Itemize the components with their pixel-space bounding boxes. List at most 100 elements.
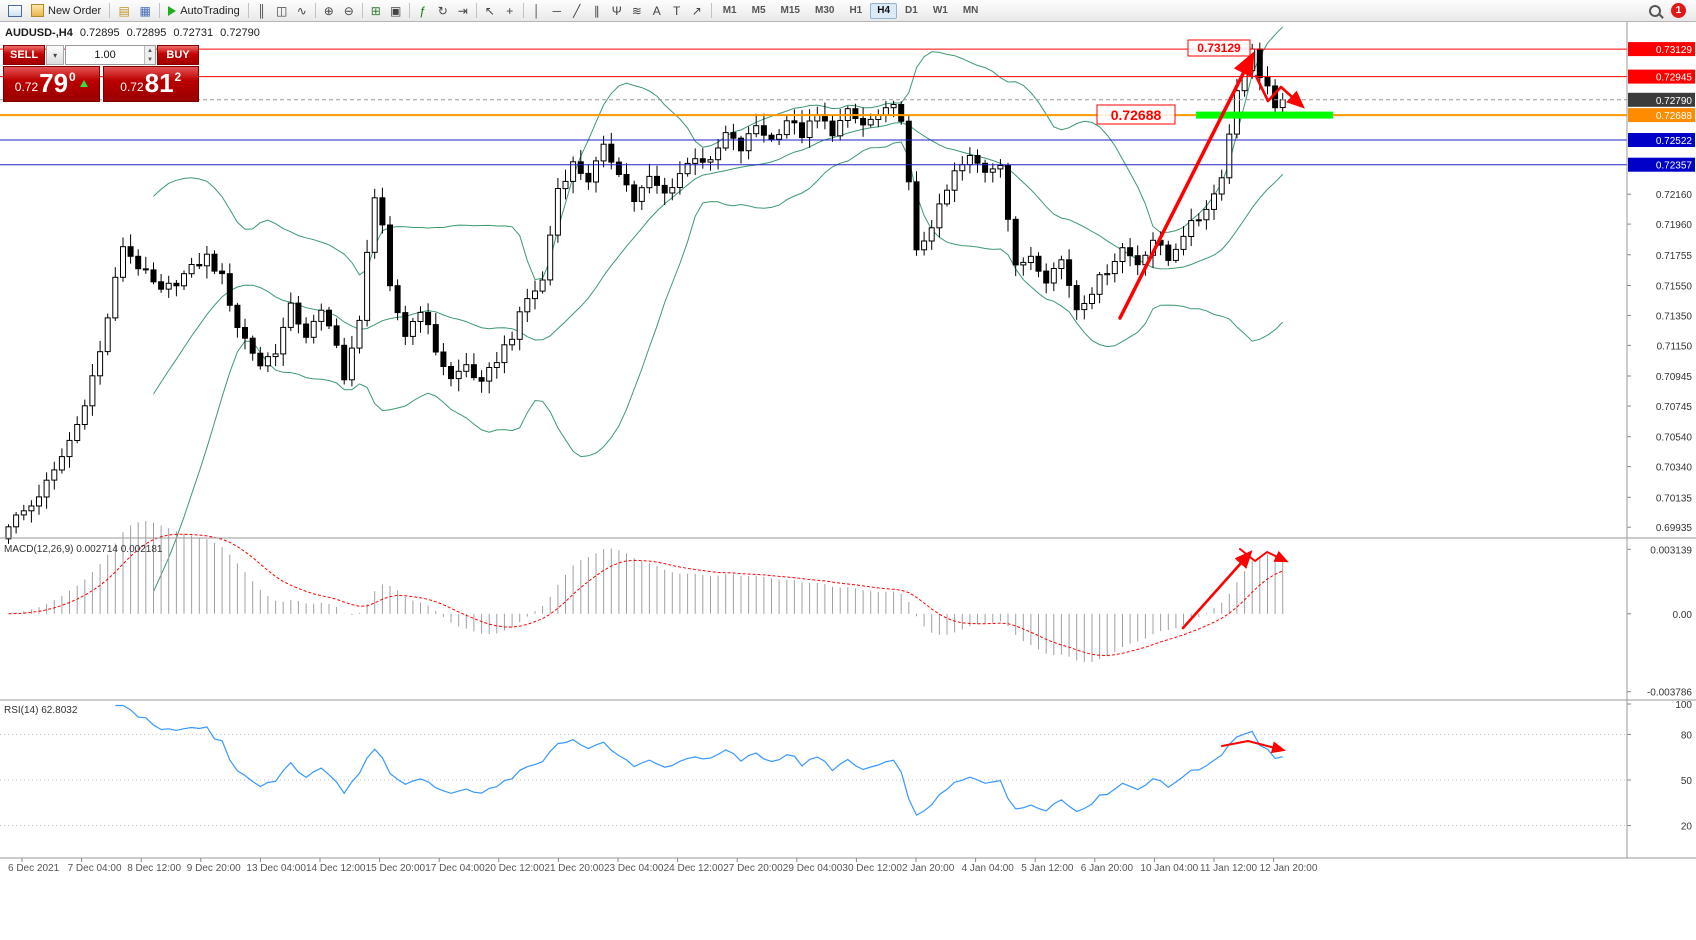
candle-body: [1172, 248, 1179, 261]
andrews-pitchfork-icon[interactable]: Ψ: [607, 2, 627, 20]
candle-body: [676, 173, 683, 189]
tile-windows-icon[interactable]: ⊞: [366, 2, 386, 20]
candlestick-chart-icon[interactable]: ◫: [272, 2, 292, 20]
volume-input[interactable]: [66, 46, 145, 64]
fibonacci-icon[interactable]: ≋: [627, 2, 647, 20]
time-axis-label: 7 Dec 04:00: [68, 863, 122, 874]
trendline-icon[interactable]: ╱: [567, 2, 587, 20]
timeframe-m30[interactable]: M30: [808, 3, 841, 19]
chart-shift-icon[interactable]: ⇥: [453, 2, 473, 20]
candle-body: [738, 137, 744, 152]
candle-body: [638, 187, 645, 202]
annotation-arrow-macd[interactable]: [1239, 548, 1289, 563]
bollinger-lower-band: [153, 141, 1284, 592]
candle-body: [211, 253, 218, 272]
candle-body: [1073, 285, 1080, 311]
period-refresh-icon[interactable]: ↻: [433, 2, 453, 20]
cursor-icon[interactable]: ↖: [480, 2, 500, 20]
toolbar-tool-icons: ║ ◫ ∿ ⊕ ⊖ ⊞ ▣ ƒ ↻ ⇥ ↖ + │ ─ ╱ ∥ Ψ ≋ A T ↗: [245, 2, 707, 20]
candle-body: [1089, 293, 1095, 304]
auto-arrange-icon[interactable]: ▣: [386, 2, 406, 20]
volume-down-icon[interactable]: ▼: [145, 55, 155, 64]
candle-body: [81, 405, 88, 425]
timeframe-m15[interactable]: M15: [774, 3, 807, 19]
candle-body: [1058, 259, 1065, 269]
candle-body: [516, 311, 523, 340]
support-zone-highlight[interactable]: [1196, 111, 1333, 119]
indicators-icon[interactable]: ƒ: [413, 2, 433, 20]
timeframe-m5[interactable]: M5: [745, 3, 773, 19]
arrows-icon[interactable]: ↗: [687, 2, 707, 20]
line-chart-icon[interactable]: ∿: [292, 2, 312, 20]
text-icon[interactable]: A: [647, 2, 667, 20]
timeframe-h4[interactable]: H4: [870, 2, 898, 19]
axis-price-label: [1628, 157, 1695, 172]
axis-price-label-text: 0.72790: [1656, 96, 1693, 107]
annotation-arrow-rsi[interactable]: [1221, 740, 1286, 754]
candle-body: [974, 155, 981, 164]
candle-body: [150, 269, 157, 283]
macd-label: MACD(12,26,9) 0.002714 0.002181: [4, 544, 163, 555]
candle-body: [219, 270, 226, 275]
price-callout-box[interactable]: [1096, 104, 1176, 125]
time-axis-label: 29 Dec 04:00: [783, 863, 843, 874]
label-icon[interactable]: T: [667, 2, 687, 20]
candle-body: [585, 172, 592, 183]
price-callout-text: 0.73129: [1197, 41, 1241, 55]
time-axis-label: 20 Dec 12:00: [485, 863, 545, 874]
horizontal-line-icon[interactable]: ─: [547, 2, 567, 20]
candle-body: [1119, 247, 1126, 262]
candle-body: [1096, 274, 1103, 295]
volume-up-icon[interactable]: ▲: [145, 46, 155, 55]
timeframe-d1[interactable]: D1: [898, 3, 925, 19]
annotation-arrow-macd[interactable]: [1181, 550, 1253, 630]
candle-body: [158, 281, 165, 290]
equidistant-channel-icon[interactable]: ∥: [587, 2, 607, 20]
annotation-arrow-main[interactable]: [1118, 51, 1255, 320]
autotrading-button[interactable]: AutoTrading: [164, 2, 244, 20]
timeframe-w1[interactable]: W1: [926, 3, 955, 19]
bar-chart-icon[interactable]: ║: [252, 2, 272, 20]
candle-body: [242, 327, 248, 339]
sell-button[interactable]: SELL: [3, 45, 46, 65]
candle-body: [539, 279, 546, 292]
zoom-in-icon[interactable]: ⊕: [319, 2, 339, 20]
candle-body: [341, 344, 348, 381]
candle-body: [36, 496, 42, 507]
annotation-arrow-main[interactable]: [1254, 74, 1305, 109]
candle-body: [127, 246, 134, 257]
new-order-button[interactable]: New Order: [27, 2, 105, 20]
buy-price-sup: 2: [174, 70, 182, 84]
timeframe-m1[interactable]: M1: [716, 3, 744, 19]
price-axis-tick: 0.70135: [1656, 493, 1693, 504]
rsi-axis-tick: 20: [1681, 822, 1693, 833]
profiles-icon[interactable]: ▤: [114, 2, 134, 20]
search-icon[interactable]: [1649, 4, 1661, 17]
charts-list-icon[interactable]: ▦: [135, 2, 155, 20]
buy-price[interactable]: 0.72 81 2: [102, 66, 199, 102]
candle-body: [333, 325, 340, 346]
candle-body: [593, 160, 599, 183]
timeframe-mn[interactable]: MN: [956, 3, 986, 19]
sell-price[interactable]: 0.72 79 0: [3, 66, 100, 102]
candle-body: [1005, 165, 1011, 220]
candle-body: [1134, 255, 1141, 266]
sell-dropdown-icon[interactable]: ▾: [46, 45, 65, 65]
rsi-label: RSI(14) 62.8032: [4, 705, 78, 716]
candle-body: [51, 469, 58, 481]
time-axis-label: 21 Dec 20:00: [544, 863, 604, 874]
symbol-period-label: AUDUSD-,H4: [5, 27, 73, 39]
high-value: 0.72895: [126, 27, 167, 39]
buy-button[interactable]: BUY: [157, 45, 199, 65]
vertical-line-icon[interactable]: │: [527, 2, 547, 20]
zoom-out-icon[interactable]: ⊖: [339, 2, 359, 20]
chart-window-icon[interactable]: [4, 2, 26, 20]
candle-body: [524, 298, 531, 313]
crosshair-icon[interactable]: +: [500, 2, 520, 20]
candle-body: [295, 302, 302, 325]
macd-histogram: [15, 521, 1284, 663]
notification-badge[interactable]: 1: [1671, 3, 1686, 18]
timeframe-h1[interactable]: H1: [842, 3, 869, 19]
axis-price-label-text: 0.73129: [1656, 45, 1693, 56]
